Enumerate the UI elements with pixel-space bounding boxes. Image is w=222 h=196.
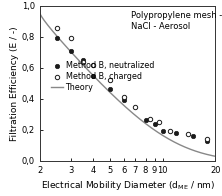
X-axis label: Electrical Mobility Diameter (d$_{\mathregular{ME}}$ / nm): Electrical Mobility Diameter (d$_{\mathr… — [41, 179, 215, 192]
Method B, charged — [157, 120, 161, 124]
Method B, neutralized — [91, 74, 95, 77]
Method B, charged — [55, 26, 59, 29]
Method B, charged — [206, 137, 209, 141]
Method B, neutralized — [175, 131, 178, 134]
Text: Polypropylene mesh - 1 layer
NaCl - Aerosol: Polypropylene mesh - 1 layer NaCl - Aero… — [131, 11, 222, 31]
Method B, charged — [69, 37, 73, 40]
Method B, charged — [91, 63, 95, 66]
Method B, neutralized — [69, 49, 73, 52]
Method B, neutralized — [192, 134, 195, 138]
Method B, neutralized — [144, 119, 147, 122]
Method B, neutralized — [122, 99, 125, 102]
Method B, neutralized — [55, 37, 59, 40]
Legend: Method B, neutralized, Method B, charged, Theory: Method B, neutralized, Method B, charged… — [51, 61, 154, 92]
Method B, charged — [134, 105, 137, 108]
Method B, neutralized — [81, 58, 84, 62]
Method B, neutralized — [206, 139, 209, 142]
Method B, charged — [148, 117, 152, 121]
Method B, neutralized — [108, 88, 111, 91]
Method B, neutralized — [161, 130, 164, 133]
Y-axis label: Filtration Efficiency (E / -): Filtration Efficiency (E / -) — [10, 26, 19, 141]
Method B, charged — [108, 79, 111, 82]
Method B, charged — [186, 133, 190, 136]
Method B, neutralized — [153, 122, 156, 125]
Method B, charged — [81, 60, 84, 63]
Method B, charged — [168, 130, 172, 133]
Method B, charged — [122, 96, 125, 99]
